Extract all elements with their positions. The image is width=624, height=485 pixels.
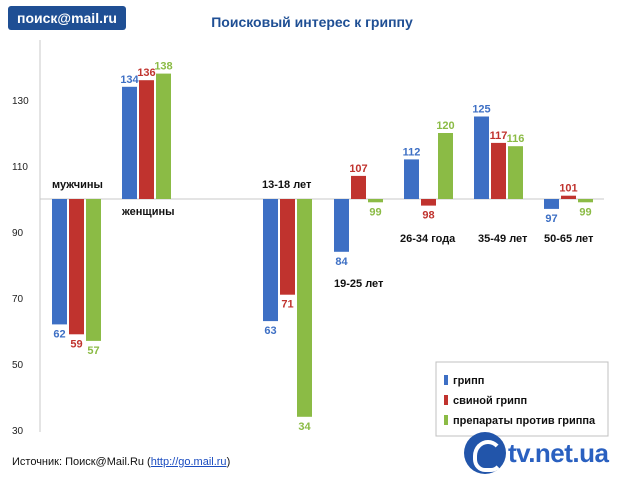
- bar: [156, 73, 171, 199]
- bar-value-label: 57: [87, 345, 99, 357]
- legend-label: препараты против гриппа: [453, 415, 596, 427]
- bar: [280, 199, 295, 295]
- y-tick-label: 30: [12, 426, 24, 437]
- bar-value-label: 125: [472, 104, 490, 116]
- legend: грипп свиной грипп препараты против гриппа: [444, 375, 596, 427]
- bar-value-label: 98: [422, 210, 434, 222]
- watermark-logo-icon: [464, 432, 506, 474]
- bar: [561, 195, 576, 199]
- bar-value-label: 138: [154, 61, 172, 73]
- chart-title: Поисковый интерес к гриппу: [211, 14, 413, 30]
- bar: [139, 80, 154, 199]
- legend-swatch: [444, 375, 448, 385]
- bar: [404, 159, 419, 199]
- source-prefix: Источник: Поиск@Mail.Ru (: [12, 456, 151, 468]
- category-label: женщины: [121, 206, 175, 218]
- legend-label: свиной грипп: [453, 395, 527, 407]
- bar-value-label: 120: [436, 120, 454, 132]
- legend-swatch: [444, 415, 448, 425]
- legend-box: [435, 361, 609, 437]
- source-suffix: ): [226, 456, 231, 468]
- category-labels: мужчины женщины 13-18 лет 19-25 лет 26-34 го…: [52, 179, 594, 290]
- y-tick-label: 70: [12, 294, 24, 305]
- bar: [86, 199, 101, 341]
- y-tick-labels: 30 50 70 90 110 130: [12, 96, 29, 437]
- mail-ru-logo: поиск@mail.ru: [8, 6, 126, 30]
- legend-swatch: [444, 395, 448, 405]
- bar: [297, 199, 312, 417]
- bar-value-label: 117: [490, 130, 508, 142]
- y-tick-label: 90: [12, 228, 24, 239]
- bar-value-label: 99: [579, 206, 591, 218]
- bar: [578, 199, 593, 203]
- category-label: 13-18 лет: [262, 179, 312, 191]
- category-label: 50-65 лет: [544, 233, 594, 245]
- bar: [491, 142, 506, 199]
- bar-value-label: 63: [264, 325, 276, 337]
- bar-value-label: 71: [281, 299, 293, 311]
- source-note: Источник: Поиск@Mail.Ru (http://go.mail.…: [12, 456, 230, 468]
- bar: [334, 199, 349, 252]
- bar: [52, 199, 67, 325]
- bar-value-label: 59: [70, 338, 82, 350]
- bar-value-label: 97: [545, 213, 557, 225]
- category-label: 26-34 года: [400, 233, 456, 245]
- bar: [263, 199, 278, 322]
- watermark-text: tv.net.ua: [508, 438, 609, 468]
- category-label: 19-25 лет: [334, 278, 384, 290]
- bar: [508, 146, 523, 199]
- bar-value-label: 99: [369, 206, 381, 218]
- tv-net-ua-watermark: tv.net.ua: [464, 432, 614, 476]
- bar-value-label: 101: [559, 183, 577, 195]
- source-link[interactable]: http://go.mail.ru: [150, 456, 227, 468]
- bar-value-label: 116: [507, 133, 525, 145]
- legend-label: грипп: [453, 375, 484, 387]
- bar: [474, 116, 489, 199]
- bar-value-label: 34: [298, 421, 311, 433]
- bar: [368, 199, 383, 203]
- y-tick-label: 110: [12, 162, 28, 173]
- bar-value-label: 62: [53, 328, 65, 340]
- bar-value-label: 134: [120, 74, 139, 86]
- bar-value-label: 84: [335, 256, 348, 268]
- bar-value-label: 112: [403, 146, 421, 158]
- y-tick-label: 50: [12, 360, 24, 371]
- bar: [421, 199, 436, 206]
- bars: [52, 73, 593, 417]
- bar-value-label: 107: [349, 163, 367, 175]
- bar: [438, 133, 453, 199]
- bar-value-label: 136: [137, 67, 155, 79]
- category-label: мужчины: [52, 179, 103, 191]
- bar: [351, 175, 366, 199]
- bar: [544, 199, 559, 209]
- bar: [122, 86, 137, 199]
- bar: [69, 199, 84, 335]
- category-label: 35-49 лет: [478, 233, 528, 245]
- y-tick-label: 130: [12, 96, 29, 107]
